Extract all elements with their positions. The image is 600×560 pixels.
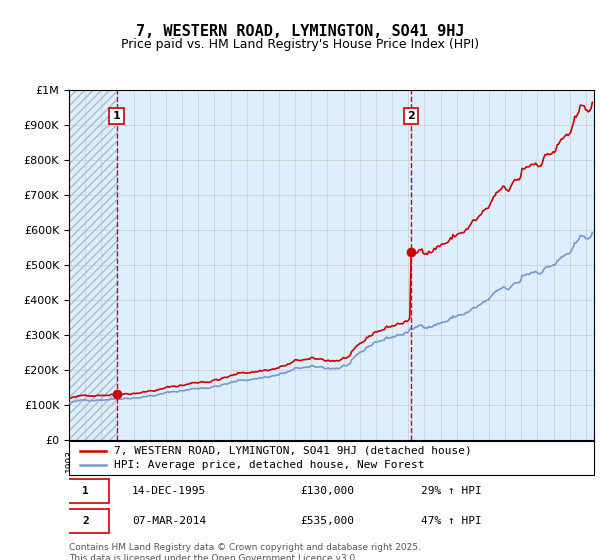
Text: Contains HM Land Registry data © Crown copyright and database right 2025.
This d: Contains HM Land Registry data © Crown c… [69,543,421,560]
Text: 29% ↑ HPI: 29% ↑ HPI [421,486,482,496]
Text: 1: 1 [113,111,121,121]
Text: HPI: Average price, detached house, New Forest: HPI: Average price, detached house, New … [113,460,424,470]
Text: 07-MAR-2014: 07-MAR-2014 [132,516,206,526]
FancyBboxPatch shape [61,479,109,503]
Text: 14-DEC-1995: 14-DEC-1995 [132,486,206,496]
Text: £535,000: £535,000 [300,516,354,526]
FancyBboxPatch shape [61,509,109,534]
Text: 47% ↑ HPI: 47% ↑ HPI [421,516,482,526]
Text: 7, WESTERN ROAD, LYMINGTON, SO41 9HJ (detached house): 7, WESTERN ROAD, LYMINGTON, SO41 9HJ (de… [113,446,472,456]
FancyBboxPatch shape [69,441,594,475]
Text: 7, WESTERN ROAD, LYMINGTON, SO41 9HJ: 7, WESTERN ROAD, LYMINGTON, SO41 9HJ [136,24,464,39]
Text: £130,000: £130,000 [300,486,354,496]
Text: Price paid vs. HM Land Registry's House Price Index (HPI): Price paid vs. HM Land Registry's House … [121,38,479,51]
Text: 2: 2 [82,516,89,526]
Text: 1: 1 [82,486,89,496]
Text: 2: 2 [407,111,415,121]
